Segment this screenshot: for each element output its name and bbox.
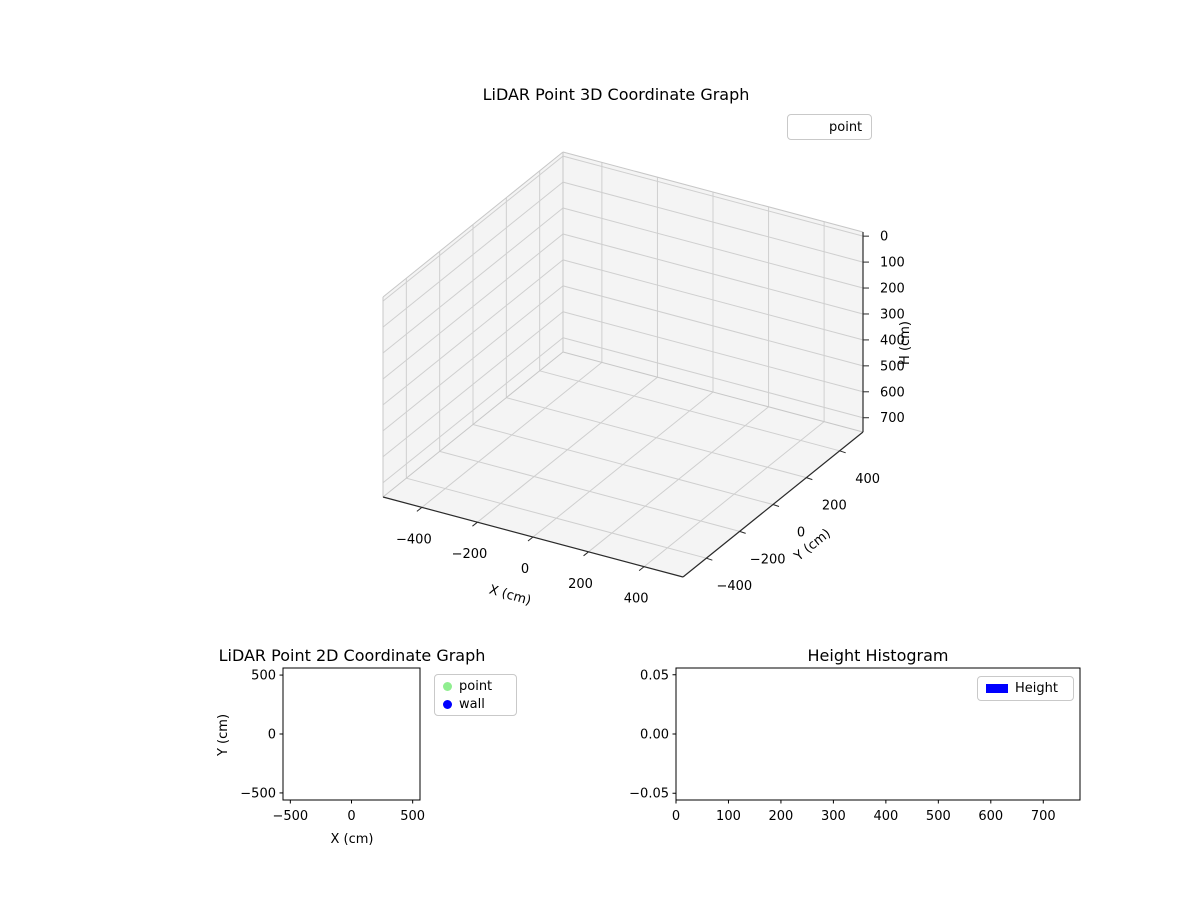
tick-label: 0.05 [640,668,669,683]
tick-label: 400 [624,592,649,607]
tick-label: −500 [272,809,308,824]
legend-item: point [443,678,508,694]
tick-mark [839,450,846,454]
tick-label: −400 [396,532,432,547]
legend-2d-wall-marker [443,699,452,709]
tick-mark [706,557,713,561]
tick-label: 500 [400,809,425,824]
tick-label: 400 [873,809,898,824]
tick-label: 400 [880,333,905,348]
tick-label: 700 [880,411,905,426]
plot3d-xlabel: X (cm) [487,582,532,608]
tick-label: 0 [268,728,276,743]
tick-label: 200 [822,499,847,514]
tick-label: 200 [769,809,794,824]
axes-frame [282,667,421,801]
plot2d-title: LiDAR Point 2D Coordinate Graph [219,646,486,665]
tick-mark [772,504,780,507]
plot2d-ylabel: Y (cm) [216,714,231,757]
tick-label: −200 [452,547,488,562]
tick-mark [416,506,423,512]
tick-label: −0.05 [629,787,669,802]
tick-label: 0 [797,526,805,541]
legend-item: point [796,118,863,136]
tick-mark [583,551,589,557]
legend-2d-point-marker [443,681,452,691]
tick-label: 500 [926,809,951,824]
legend-histogram: Height [977,676,1074,701]
tick-label: −400 [716,579,752,594]
plot3d-zlabel: H (cm) [898,321,913,365]
grid-line [406,477,707,559]
tick-label: 100 [880,256,905,271]
tick-label: 300 [821,809,846,824]
legend-3d-point-marker [796,123,822,132]
plot-2d: −500 0 500 500 0 −500 [240,667,425,824]
tick-label: 0 [521,562,529,577]
tick-label: 500 [251,669,276,684]
tick-label: 0 [672,809,680,824]
legend-3d: point [787,114,872,140]
plot2d-xlabel: X (cm) [331,832,374,847]
legend-3d-point-label: point [829,119,863,135]
tick-label: −200 [750,552,786,567]
legend-2d: point wall [434,674,517,716]
tick-label: 700 [1031,809,1056,824]
tick-label: 600 [978,809,1003,824]
tick-mark [527,536,534,542]
grid-line [472,424,774,505]
plot3d-title: LiDAR Point 3D Coordinate Graph [483,85,750,104]
legend-hist-height-marker [986,684,1008,693]
tick-label: 200 [880,282,905,297]
tick-label: 200 [568,577,593,592]
box-edge [562,151,864,233]
tick-label: 0.00 [640,728,669,743]
tick-mark [638,566,645,572]
grid-line [539,370,840,452]
legend-2d-point-label: point [459,678,493,694]
tick-label: 0 [347,809,355,824]
box-edge [382,351,564,498]
legend-2d-wall-label: wall [459,696,485,712]
tick-label: 600 [880,385,905,400]
box-edge [562,351,864,433]
legend-hist-height-label: Height [1015,681,1058,696]
tick-label: 0 [880,230,888,245]
tick-mark [472,521,478,527]
tick-label: −500 [240,786,276,801]
box-edge [382,151,564,298]
tick-label: 500 [880,359,905,374]
grid-line [439,450,740,532]
histogram-title: Height Histogram [808,646,949,665]
tick-label: 400 [855,472,880,487]
plot-3d: −400 −200 0 200 400 −400 −200 0 200 400 0 100 200 300… [382,151,905,607]
legend-item: Height [986,680,1065,697]
tick-mark [739,530,746,534]
grid-line [506,397,807,479]
legend-item: wall [443,696,508,712]
tick-label: 300 [880,307,905,322]
tick-label: 100 [716,809,741,824]
tick-mark [806,477,813,481]
